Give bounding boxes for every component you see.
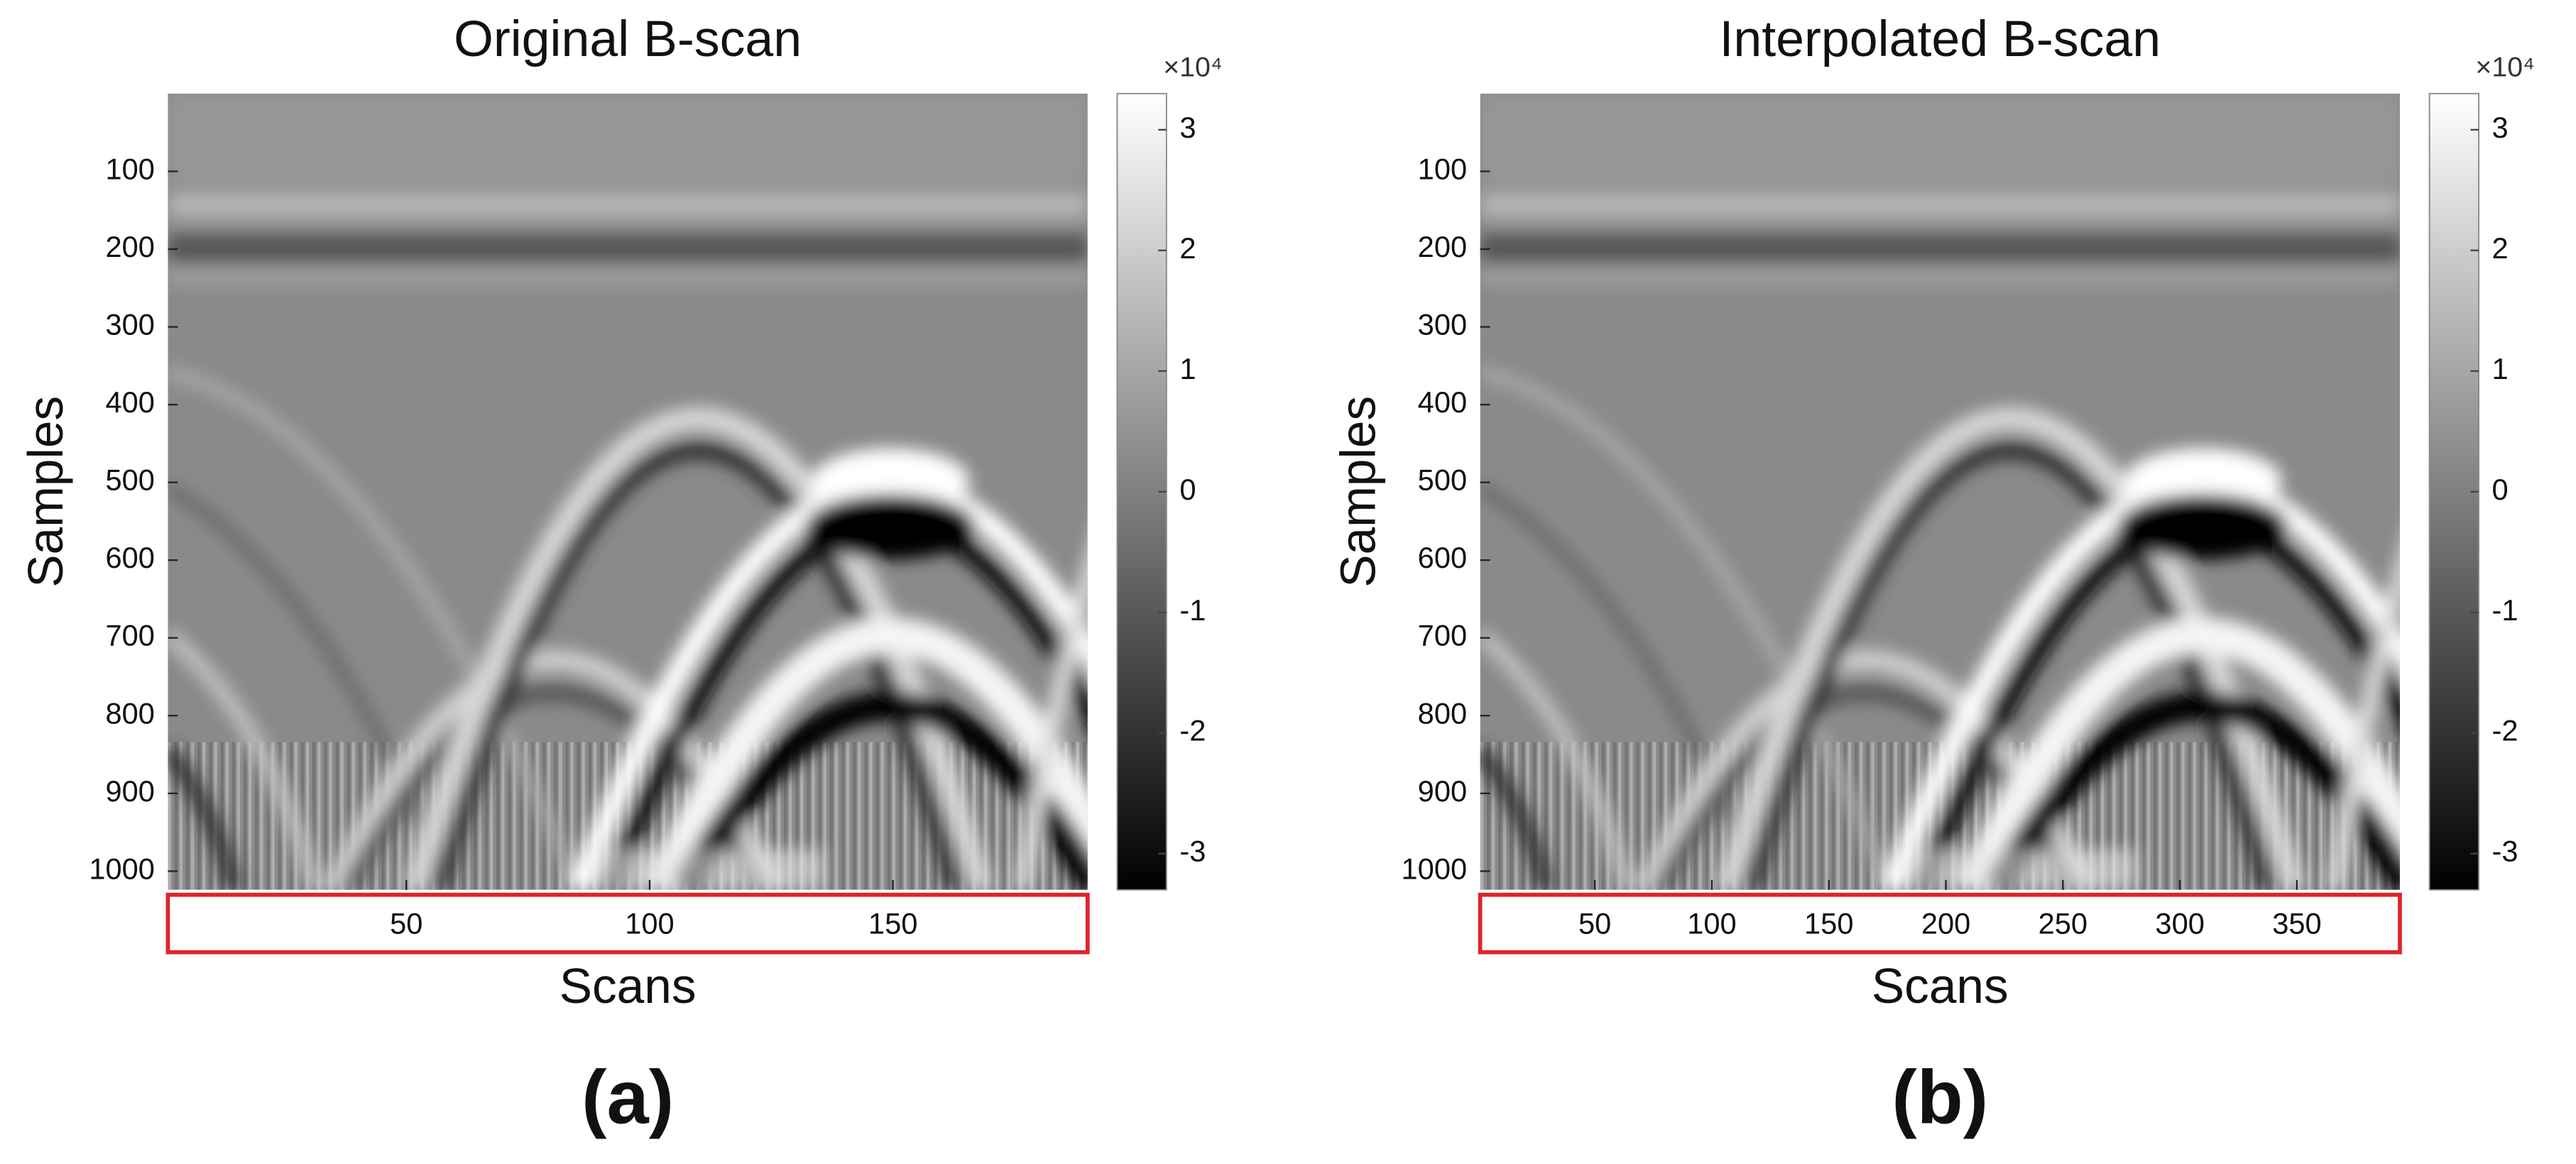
colorbar-tick-label: 0 (2492, 473, 2509, 506)
colorbar-tick-label: -1 (2492, 593, 2518, 627)
y-tick-label: 200 (105, 230, 154, 263)
colorbar-exponent: ×10⁴ (1163, 52, 1223, 83)
y-tick-label: 400 (105, 385, 154, 419)
y-tick-label: 100 (105, 152, 154, 185)
y-tick-label: 500 (1418, 463, 1467, 497)
y-tick-label: 900 (1418, 774, 1467, 808)
y-tick-label: 700 (1418, 619, 1467, 652)
panel: Original B-scan1002003004005006007008009… (18, 11, 1223, 1139)
x-tick-label: 150 (1804, 907, 1853, 940)
colorbar-tick-label: -3 (1179, 835, 1206, 868)
y-axis-label: Samples (18, 396, 73, 588)
y-axis-label: Samples (1330, 396, 1385, 588)
y-tick-label: 300 (105, 308, 154, 341)
y-tick-label: 700 (105, 619, 154, 652)
colorbar-exponent: ×10⁴ (2475, 52, 2535, 83)
x-axis-label: Scans (560, 958, 697, 1014)
y-tick-label: 800 (105, 696, 154, 730)
colorbar-tick-label: -2 (2492, 714, 2518, 747)
x-tick-label: 350 (2272, 907, 2321, 940)
panels: Original B-scan1002003004005006007008009… (18, 11, 2535, 1139)
y-tick-label: 1000 (89, 852, 155, 885)
colorbar-tick-label: 2 (2492, 231, 2509, 265)
highlight-box (165, 892, 1090, 955)
colorbar-tick-label: 1 (2492, 352, 2509, 385)
bscan-image (1480, 94, 2515, 890)
highlight-box (1478, 892, 2402, 955)
x-tick-label: 100 (1687, 907, 1736, 940)
y-tick-label: 900 (105, 774, 154, 808)
chart-title: Interpolated B-scan (1719, 11, 2161, 67)
colorbar-tick-label: 1 (1179, 352, 1196, 385)
y-tick-label: 300 (1418, 308, 1467, 341)
colorbar-tick-label: 3 (1179, 111, 1196, 144)
y-tick-label: 200 (1418, 230, 1467, 263)
x-tick-label: 100 (625, 907, 674, 940)
panel: Interpolated B-scan100200300400500600700… (1330, 11, 2535, 1139)
chart-title: Original B-scan (454, 11, 802, 67)
x-tick-label: 300 (2155, 907, 2204, 940)
x-tick-label: 50 (390, 907, 422, 940)
y-tick-label: 600 (105, 541, 154, 574)
x-tick-label: 250 (2039, 907, 2087, 940)
colorbar-tick-label: 2 (1179, 231, 1196, 265)
y-tick-label: 100 (1418, 152, 1467, 185)
y-tick-label: 600 (1418, 541, 1467, 574)
colorbar-tick-label: 3 (2492, 111, 2509, 144)
x-tick-label: 200 (1921, 907, 1970, 940)
y-tick-label: 800 (1418, 696, 1467, 730)
y-tick-label: 500 (105, 463, 154, 497)
x-tick-label: 150 (868, 907, 917, 940)
y-tick-label: 400 (1418, 385, 1467, 419)
bscan-image (168, 94, 1202, 890)
x-axis-label: Scans (1872, 958, 2009, 1014)
colorbar-tick-label: -1 (1179, 593, 1206, 627)
colorbar-tick-label: -3 (2492, 835, 2518, 868)
y-tick-label: 1000 (1402, 852, 1468, 885)
x-tick-label: 50 (1578, 907, 1611, 940)
colorbar-tick-label: 0 (1179, 473, 1196, 506)
colorbar-tick-label: -2 (1179, 714, 1206, 747)
panel-label: (a) (582, 1055, 674, 1140)
panel-label: (b) (1892, 1055, 1988, 1140)
